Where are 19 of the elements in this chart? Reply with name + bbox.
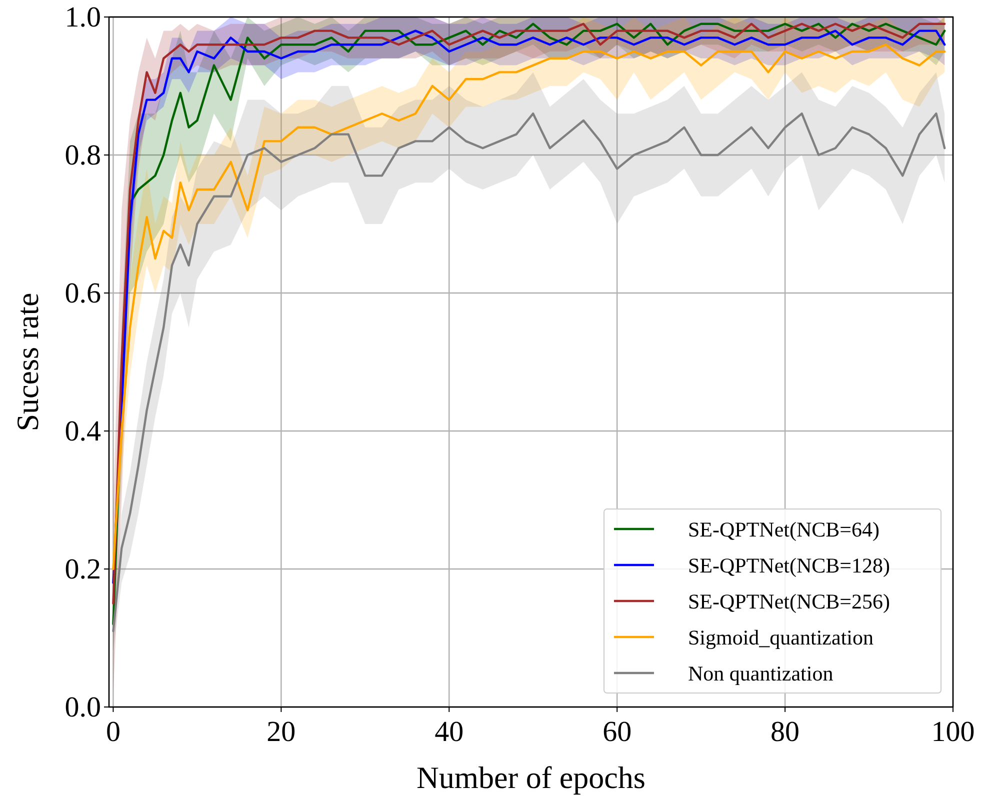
y-tick-label: 1.0 xyxy=(64,1,101,34)
y-tick-label: 0.0 xyxy=(64,691,101,724)
legend-label: Non quantization xyxy=(688,661,834,686)
legend-label: SE-QPTNet(NCB=64) xyxy=(688,517,880,542)
x-tick-label: 0 xyxy=(106,716,120,748)
x-axis-title: Number of epochs xyxy=(416,760,646,795)
x-tick-label: 60 xyxy=(602,716,632,748)
legend-label: Sigmoid_quantization xyxy=(688,625,874,650)
x-tick-label: 100 xyxy=(931,716,975,748)
y-tick-label: 0.4 xyxy=(64,415,102,448)
x-tick-label: 40 xyxy=(434,716,464,748)
y-tick-label: 0.8 xyxy=(64,139,101,172)
x-tick-label: 20 xyxy=(266,716,296,748)
legend-label: SE-QPTNet(NCB=128) xyxy=(688,553,890,578)
y-tick-label: 0.6 xyxy=(64,277,101,310)
legend-label: SE-QPTNet(NCB=256) xyxy=(688,589,890,614)
y-axis-title: Sucess rate xyxy=(10,292,45,432)
y-tick-label: 0.2 xyxy=(64,553,101,586)
x-tick-label: 80 xyxy=(770,716,800,748)
